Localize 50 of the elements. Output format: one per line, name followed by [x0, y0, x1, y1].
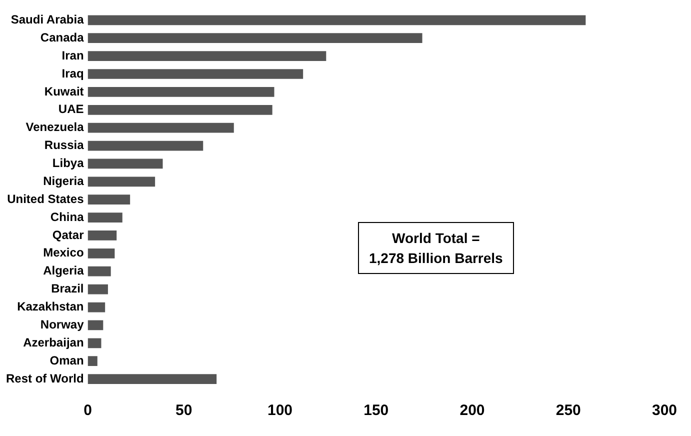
- x-tick-label: 50: [176, 402, 192, 420]
- bar: [88, 284, 108, 294]
- bar: [88, 356, 98, 366]
- y-tick-label: Russia: [44, 138, 84, 152]
- y-tick-label: UAE: [58, 102, 84, 116]
- x-tick-label: 100: [268, 402, 293, 420]
- bar: [88, 33, 422, 44]
- bar: [88, 69, 304, 79]
- bar: [88, 320, 104, 330]
- y-tick-label: Kuwait: [44, 84, 84, 98]
- y-tick-label: Oman: [50, 353, 84, 368]
- y-tick-label: Nigeria: [43, 174, 84, 188]
- bar: [88, 194, 130, 205]
- y-tick-label: Mexico: [43, 246, 84, 260]
- x-tick-label: 0: [84, 402, 92, 420]
- bar: [88, 122, 234, 133]
- y-tick-label: Kazakhstan: [17, 300, 84, 314]
- y-tick-label: Rest of World: [6, 371, 84, 386]
- y-tick-label: Canada: [40, 30, 84, 44]
- y-tick-label: Iran: [62, 48, 84, 62]
- bar: [88, 374, 217, 384]
- y-tick-label: Norway: [40, 318, 84, 332]
- bar: [88, 15, 586, 26]
- bar: [88, 158, 163, 169]
- bar: [88, 51, 326, 61]
- x-tick-label: 300: [652, 402, 677, 420]
- bar: [88, 302, 106, 312]
- bar: [88, 104, 272, 115]
- bar: [88, 338, 102, 348]
- y-tick-label: Qatar: [52, 228, 84, 242]
- bar: [88, 248, 115, 258]
- y-tick-label: Venezuela: [26, 120, 84, 134]
- x-tick-label: 200: [460, 402, 485, 420]
- y-tick-label: Algeria: [43, 264, 84, 278]
- x-tick-label: 150: [364, 402, 389, 420]
- x-tick-label: 250: [556, 402, 581, 420]
- y-tick-label: Brazil: [51, 282, 84, 296]
- bar: [88, 87, 274, 97]
- bar: [88, 212, 122, 222]
- bar: [88, 140, 204, 151]
- y-tick-label: Libya: [52, 156, 84, 170]
- y-tick-label: Azerbaijan: [23, 335, 84, 350]
- y-tick-label: Iraq: [62, 66, 84, 80]
- y-tick-label: Saudi Arabia: [10, 12, 84, 26]
- bar: [88, 176, 156, 187]
- bar: [88, 266, 111, 276]
- y-tick-label: United States: [7, 192, 84, 206]
- annotation: World Total = 1,278 Billion Barrels: [358, 222, 514, 274]
- bar: [88, 230, 117, 240]
- y-tick-label: China: [50, 210, 84, 224]
